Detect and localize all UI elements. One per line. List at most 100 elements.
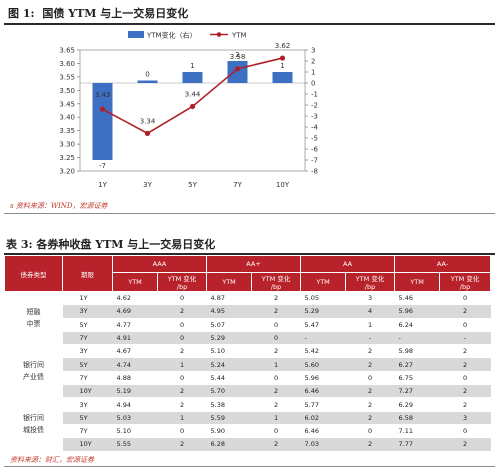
header-rating-aaa: AAA	[111, 255, 208, 273]
term-cell: 7Y	[62, 331, 113, 346]
right-axis-tick-label: 2	[311, 58, 315, 66]
term-cell: 7Y	[62, 424, 113, 439]
bar-7Y	[227, 61, 248, 83]
line-data-label: 3.62	[275, 42, 291, 50]
change-cell: 2	[345, 344, 395, 359]
ytm-cell: 5.96	[394, 304, 440, 319]
ytm-cell: 7.03	[300, 437, 346, 452]
ytm-cell: 4.77	[112, 318, 158, 332]
change-cell: 2	[345, 397, 395, 412]
figure-label: 图 1:	[8, 7, 35, 20]
change-cell: 0	[157, 371, 207, 386]
ytm-cell: 5.90	[206, 424, 252, 439]
change-cell: 2	[439, 397, 491, 412]
ytm-cell: 4.95	[206, 304, 252, 319]
left-axis-tick-label: 3.40	[59, 114, 75, 122]
change-cell: 1	[345, 318, 395, 332]
table-row: 5Y 5.03 1 5.59 1 6.02 2 6.58 3	[5, 411, 491, 425]
ytm-cell: -	[300, 331, 346, 346]
change-cell: 4	[345, 304, 395, 319]
change-cell: 2	[439, 357, 491, 372]
ytm-cell: 6.46	[300, 424, 346, 439]
ytm-cell: 5.47	[300, 318, 346, 332]
subheader-change: YTM 变化/bp	[439, 272, 492, 292]
left-axis-tick-label: 3.55	[59, 73, 75, 81]
ytm-cell: 5.60	[300, 357, 346, 372]
change-cell: 2	[345, 357, 395, 372]
change-cell: 0	[439, 318, 491, 332]
bond-type-cell: 银行间 产业债	[4, 344, 63, 399]
divider	[4, 466, 495, 467]
subheader-change: YTM 变化/bp	[251, 272, 302, 292]
left-axis-tick-label: 3.50	[59, 87, 75, 95]
term-cell: 3Y	[62, 344, 113, 359]
subheader-change-label: YTM 变化	[355, 275, 385, 283]
bar-5Y	[182, 72, 203, 83]
change-cell: 2	[251, 437, 301, 452]
right-axis-tick-label: -6	[311, 146, 319, 154]
header-bond-type: 债券类型	[4, 255, 63, 292]
ytm-cell: 6.02	[300, 411, 346, 425]
term-cell: 3Y	[62, 397, 113, 412]
right-axis-tick-label: 1	[311, 69, 315, 77]
table-row: 5Y 4.74 1 5.24 1 5.60 2 6.27 2	[5, 357, 491, 372]
ytm-point-5Y	[189, 103, 196, 110]
figure-title-text: 国债 YTM 与上一交易日变化	[42, 7, 189, 20]
left-axis-tick-label: 3.60	[59, 60, 75, 68]
bar-1Y	[92, 83, 113, 160]
term-cell: 5Y	[62, 318, 113, 332]
change-cell: -	[345, 331, 395, 346]
bar-10Y	[272, 72, 293, 83]
ytm-cell: 6.24	[394, 318, 440, 332]
change-cell: 1	[251, 357, 301, 372]
subheader-change-label: YTM 变化	[450, 275, 480, 283]
ytm-cell: 4.91	[112, 331, 158, 346]
ytm-cell: 6.75	[394, 371, 440, 386]
ytm-cell: 6.28	[206, 437, 252, 452]
ytm-cell: 6.27	[394, 357, 440, 372]
x-axis-tick-label: 3Y	[143, 181, 152, 189]
change-cell: 2	[157, 384, 207, 399]
change-cell: 2	[157, 397, 207, 412]
ytm-cell: 5.77	[300, 397, 346, 412]
change-cell: 0	[439, 371, 491, 386]
term-cell: 7Y	[62, 371, 113, 386]
table-header-row-1: 债券类型 期限 AAA AA+ AA AA-	[4, 255, 492, 292]
ytm-cell: 4.69	[112, 304, 158, 319]
header-term: 期限	[62, 255, 113, 292]
ytm-cell: 5.96	[300, 371, 346, 386]
ytm-point-1Y	[99, 106, 106, 112]
ytm-cell: 7.27	[394, 384, 440, 399]
subheader-unit: /bp	[364, 283, 376, 291]
subheader-ytm: YTM	[206, 272, 253, 292]
x-axis-tick-label: 5Y	[188, 181, 197, 189]
ytm-cell: 4.74	[112, 357, 158, 372]
ytm-cell: 5.10	[112, 424, 158, 439]
ytm-combo-chart: 3.20 3.25 3.30 3.35 3.40 3.45 3.50 3.55 3.60 3.65…	[59, 31, 319, 190]
change-cell: 0	[251, 371, 301, 386]
subheader-unit: /bp	[459, 283, 471, 291]
subheader-unit: /bp	[270, 283, 282, 291]
ytm-cell: 7.11	[394, 424, 440, 439]
x-axis-tick-label: 1Y	[98, 181, 107, 189]
table-label: 表 3:	[6, 238, 33, 251]
ytm-cell: 5.05	[300, 291, 346, 306]
ytm-point-7Y	[234, 66, 241, 72]
ytm-cell: 5.44	[206, 371, 252, 386]
bar-data-label: -7	[99, 162, 106, 170]
change-cell: 2	[345, 411, 395, 425]
table-row: 7Y 4.88 0 5.44 0 5.96 0 6.75 0	[5, 371, 491, 386]
line-data-label: 3.58	[230, 53, 246, 61]
subheader-change-label: YTM 变化	[167, 275, 197, 283]
change-cell: 0	[251, 331, 301, 346]
change-cell: 2	[251, 384, 301, 399]
subheader-change: YTM 变化/bp	[156, 272, 208, 292]
bond-type-line2: 中票	[26, 320, 41, 329]
bond-type-cell: 短融 中票	[4, 291, 63, 346]
ytm-cell: 5.42	[300, 344, 346, 359]
change-cell: 2	[439, 344, 491, 359]
ytm-cell: 5.38	[206, 397, 252, 412]
term-cell: 5Y	[62, 411, 113, 425]
header-rating-aa-minus: AA-	[394, 255, 492, 273]
table-row: 5Y 4.77 0 5.07 0 5.47 1 6.24 0	[5, 318, 491, 332]
